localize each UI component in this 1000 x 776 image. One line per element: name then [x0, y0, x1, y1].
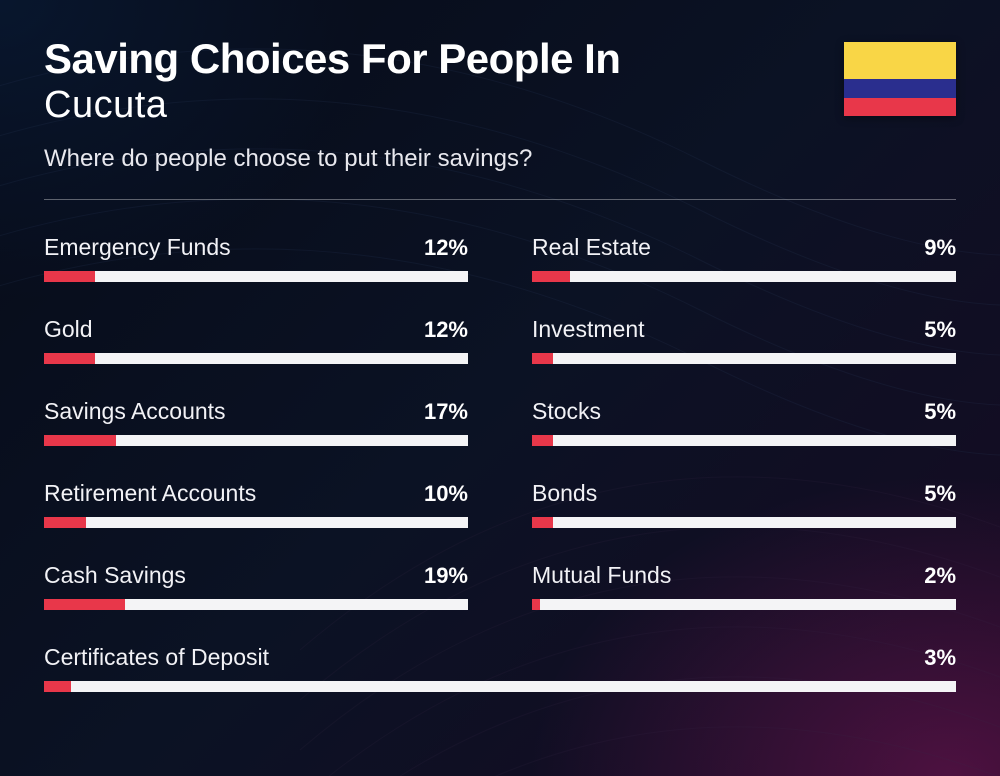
title-block: Saving Choices For People In Cucuta Wher…: [44, 36, 844, 173]
content-area: Saving Choices For People In Cucuta Wher…: [0, 0, 1000, 722]
bar-header: Stocks 5%: [532, 398, 956, 425]
bar-label: Mutual Funds: [532, 562, 671, 589]
bar-fill: [532, 599, 540, 610]
bar-value: 5%: [924, 481, 956, 507]
flag-stripe: [844, 42, 956, 79]
bar-track: [44, 435, 468, 446]
bar-header: Savings Accounts 17%: [44, 398, 468, 425]
bar-fill: [532, 353, 553, 364]
header-row: Saving Choices For People In Cucuta Wher…: [44, 36, 956, 173]
bar-track: [532, 353, 956, 364]
bar-value: 12%: [424, 317, 468, 343]
bar-fill: [44, 271, 95, 282]
bar-label: Real Estate: [532, 234, 651, 261]
page-subtitle: Where do people choose to put their savi…: [44, 145, 844, 173]
bar-header: Real Estate 9%: [532, 234, 956, 261]
bar-fill: [44, 353, 95, 364]
bar-item: Cash Savings 19%: [44, 562, 468, 610]
bar-track: [44, 353, 468, 364]
bar-item: Real Estate 9%: [532, 234, 956, 282]
page-title: Saving Choices For People In: [44, 36, 844, 82]
bar-fill: [44, 681, 71, 692]
bar-header: Mutual Funds 2%: [532, 562, 956, 589]
bar-fill: [44, 517, 86, 528]
bar-item: Emergency Funds 12%: [44, 234, 468, 282]
bar-label: Bonds: [532, 480, 597, 507]
bar-fill: [532, 435, 553, 446]
bar-label: Certificates of Deposit: [44, 644, 269, 671]
bar-track: [532, 435, 956, 446]
bar-item: Certificates of Deposit 3%: [44, 644, 956, 692]
bar-label: Gold: [44, 316, 93, 343]
bar-value: 12%: [424, 235, 468, 261]
bar-track: [44, 599, 468, 610]
bar-header: Certificates of Deposit 3%: [44, 644, 956, 671]
bar-value: 10%: [424, 481, 468, 507]
bar-header: Emergency Funds 12%: [44, 234, 468, 261]
bar-value: 5%: [924, 317, 956, 343]
bar-header: Investment 5%: [532, 316, 956, 343]
flag-stripe: [844, 98, 956, 117]
bar-header: Retirement Accounts 10%: [44, 480, 468, 507]
bars-grid: Emergency Funds 12% Real Estate 9% Gold 12% In…: [44, 234, 956, 692]
bar-value: 9%: [924, 235, 956, 261]
bar-fill: [532, 517, 553, 528]
bar-value: 3%: [924, 645, 956, 671]
bar-track: [532, 271, 956, 282]
bar-header: Bonds 5%: [532, 480, 956, 507]
bar-track: [44, 681, 956, 692]
bar-item: Mutual Funds 2%: [532, 562, 956, 610]
bar-label: Retirement Accounts: [44, 480, 256, 507]
bar-item: Bonds 5%: [532, 480, 956, 528]
page-title-city: Cucuta: [44, 84, 844, 127]
bar-item: Retirement Accounts 10%: [44, 480, 468, 528]
flag-stripe: [844, 79, 956, 98]
bar-fill: [44, 599, 125, 610]
bar-header: Gold 12%: [44, 316, 468, 343]
header-divider: [44, 199, 956, 200]
bar-label: Savings Accounts: [44, 398, 226, 425]
bar-item: Stocks 5%: [532, 398, 956, 446]
bar-track: [532, 599, 956, 610]
bar-value: 19%: [424, 563, 468, 589]
bar-label: Emergency Funds: [44, 234, 231, 261]
bar-item: Savings Accounts 17%: [44, 398, 468, 446]
bar-value: 17%: [424, 399, 468, 425]
bar-label: Stocks: [532, 398, 601, 425]
bar-track: [44, 271, 468, 282]
bar-value: 2%: [924, 563, 956, 589]
bar-label: Investment: [532, 316, 645, 343]
bar-item: Investment 5%: [532, 316, 956, 364]
bar-label: Cash Savings: [44, 562, 186, 589]
bar-fill: [532, 271, 570, 282]
bar-value: 5%: [924, 399, 956, 425]
bar-item: Gold 12%: [44, 316, 468, 364]
bar-track: [532, 517, 956, 528]
bar-fill: [44, 435, 116, 446]
bar-header: Cash Savings 19%: [44, 562, 468, 589]
bar-track: [44, 517, 468, 528]
country-flag: [844, 42, 956, 116]
